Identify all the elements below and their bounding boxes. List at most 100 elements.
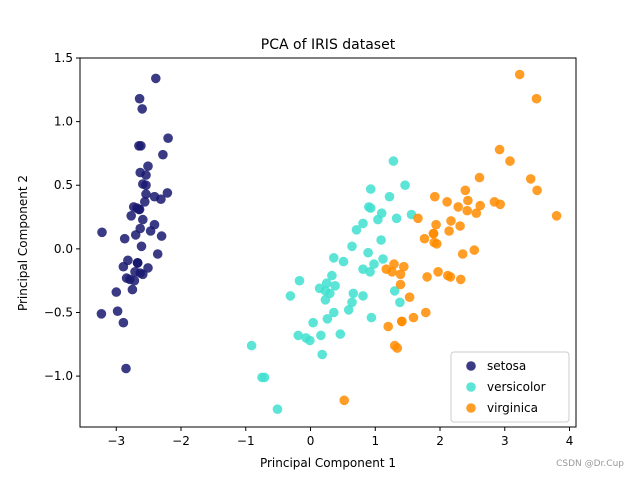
versicolor-point — [317, 349, 328, 360]
y-tick-label: 1.5 — [54, 51, 73, 65]
legend-marker-versicolor — [466, 382, 476, 392]
virginica-point — [389, 340, 400, 351]
x-tick-label: −3 — [107, 434, 125, 448]
setosa-point — [130, 230, 141, 240]
versicolor-point — [325, 288, 335, 299]
versicolor-point — [358, 291, 368, 301]
versicolor-point — [343, 305, 354, 315]
virginica-point — [383, 321, 394, 332]
setosa-point — [129, 275, 140, 286]
virginica-point — [494, 144, 505, 155]
x-tick-label: 3 — [501, 434, 509, 448]
x-tick-label: −1 — [237, 434, 255, 448]
virginica-point — [505, 156, 515, 166]
virginica-point — [474, 172, 485, 183]
setosa-point — [141, 170, 151, 180]
setosa-point — [158, 149, 168, 160]
setosa-point — [121, 273, 132, 283]
virginica-point — [455, 274, 466, 285]
virginica-point — [413, 213, 423, 224]
setosa-point — [123, 255, 133, 266]
versicolor-point — [400, 180, 410, 190]
versicolor-point — [272, 404, 283, 415]
virginica-point — [395, 279, 406, 290]
versicolor-point — [321, 278, 332, 289]
virginica-point — [445, 272, 456, 282]
x-tick-label: 1 — [371, 434, 379, 448]
versicolor-point — [395, 297, 405, 308]
plot-frame — [79, 57, 577, 428]
versicolor-point — [347, 241, 357, 252]
legend-marker-virginica — [466, 403, 476, 413]
setosa-point — [163, 133, 173, 143]
virginica-point — [531, 93, 542, 104]
versicolor-point — [246, 340, 257, 351]
versicolor-point — [358, 218, 368, 229]
versicolor-point — [364, 202, 374, 212]
legend-box — [450, 351, 570, 423]
virginica-point — [475, 200, 486, 211]
versicolor-point — [335, 329, 346, 339]
setosa-point — [96, 309, 107, 319]
setosa-point — [118, 317, 129, 328]
plot-area — [96, 69, 562, 415]
virginica-point — [514, 69, 525, 80]
series-versicolor — [246, 156, 417, 415]
versicolor-point — [314, 283, 325, 294]
versicolor-point — [329, 252, 339, 263]
virginica-point — [471, 208, 482, 218]
versicolor-point — [294, 275, 305, 286]
versicolor-point — [293, 330, 304, 341]
setosa-point — [127, 284, 138, 295]
y-tick-label: −1.0 — [44, 369, 73, 383]
setosa-point — [119, 233, 130, 244]
watermark-text: CSDN @Dr.Cup — [556, 459, 624, 469]
setosa-point — [112, 306, 123, 317]
setosa-point — [149, 191, 160, 202]
virginica-point — [469, 245, 480, 255]
versicolor-point — [322, 314, 333, 324]
versicolor-point — [347, 297, 357, 308]
virginica-point — [421, 307, 431, 318]
versicolor-point — [389, 286, 400, 296]
setosa-point — [151, 73, 161, 84]
y-tick-label: 0.5 — [54, 178, 73, 192]
y-axis-title: Principal Component 2 — [16, 175, 30, 311]
versicolor-point — [378, 254, 388, 264]
versicolor-point — [329, 307, 339, 318]
virginica-point — [462, 205, 473, 216]
virginica-point — [446, 216, 456, 226]
versicolor-point — [369, 259, 379, 269]
virginica-point — [551, 211, 562, 221]
setosa-point — [141, 180, 151, 190]
setosa-point — [121, 363, 131, 374]
virginica-point — [463, 195, 473, 206]
versicolor-point — [358, 264, 368, 275]
virginica-point — [397, 316, 407, 327]
setosa-point — [140, 197, 150, 207]
virginica-point — [381, 264, 392, 275]
setosa-point — [126, 211, 136, 221]
series-virginica — [339, 69, 562, 406]
virginica-point — [489, 197, 500, 207]
setosa-point — [136, 241, 147, 252]
versicolor-point — [316, 330, 326, 341]
y-tick-label: −0.5 — [44, 305, 73, 319]
virginica-point — [399, 261, 409, 272]
legend-label-virginica: virginica — [487, 401, 538, 415]
virginica-point — [419, 233, 430, 244]
virginica-point — [429, 237, 440, 248]
setosa-point — [141, 189, 151, 199]
x-tick-label: 4 — [566, 434, 574, 448]
setosa-point — [143, 161, 153, 171]
virginica-point — [339, 395, 350, 406]
versicolor-point — [376, 235, 386, 245]
versicolor-point — [384, 191, 395, 202]
setosa-point — [138, 214, 148, 225]
setosa-point — [162, 188, 173, 198]
versicolor-point — [259, 372, 270, 383]
versicolor-point — [366, 312, 377, 323]
versicolor-point — [301, 333, 311, 343]
versicolor-point — [348, 288, 359, 299]
